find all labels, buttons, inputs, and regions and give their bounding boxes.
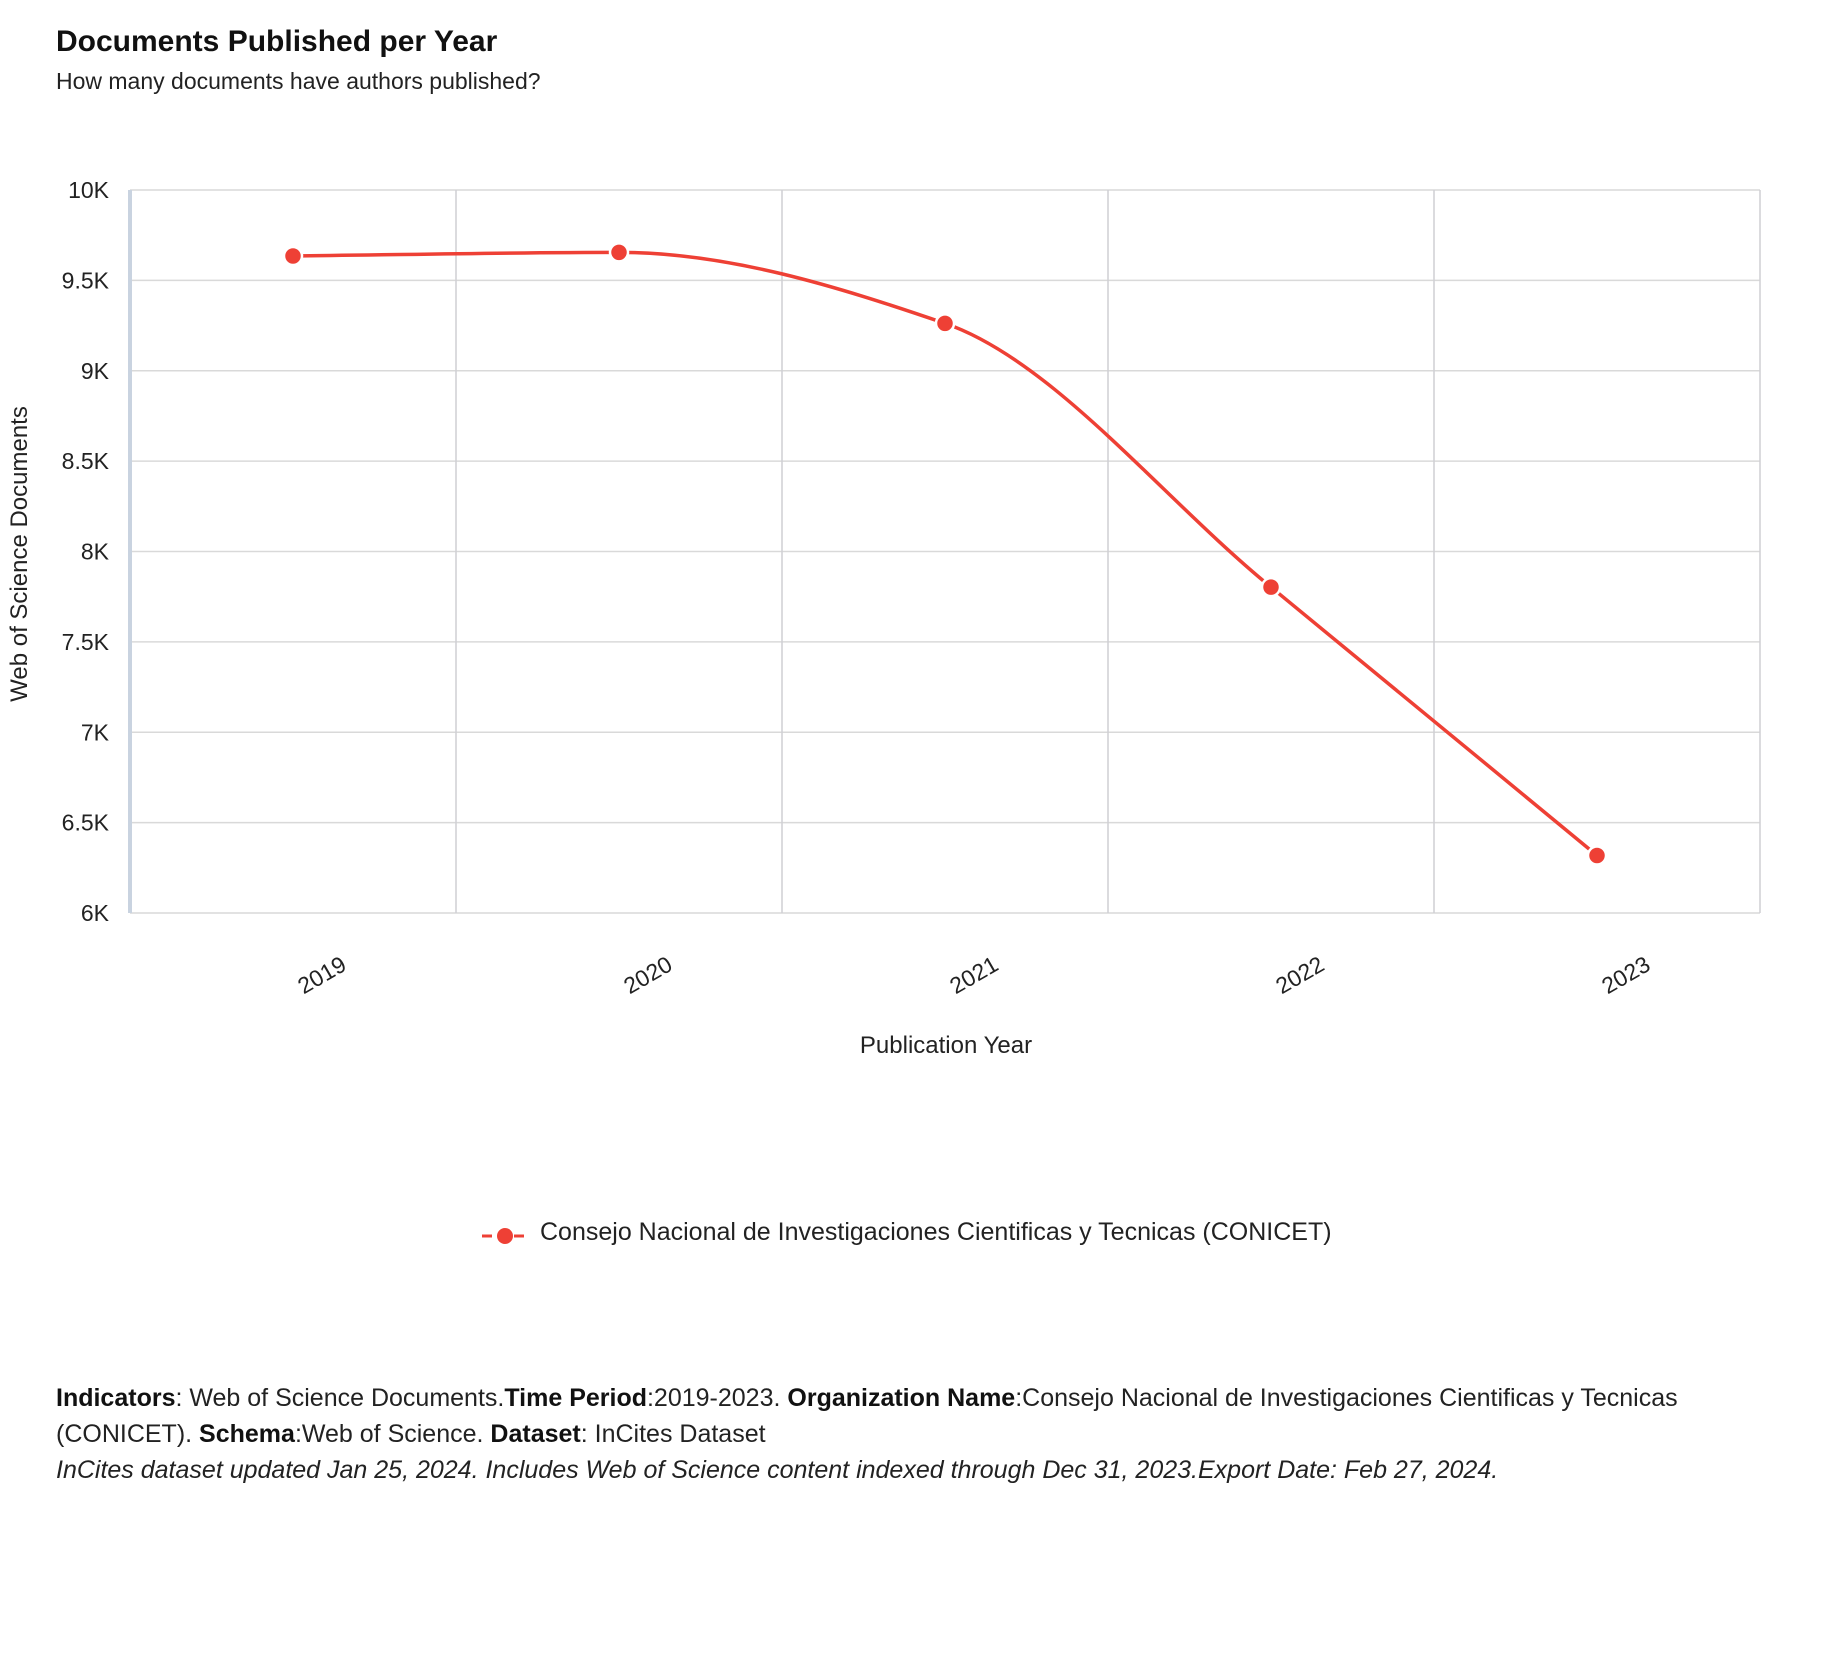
footer-value-dataset: : InCites Dataset <box>580 1420 766 1448</box>
footer-indicators: Indicators: Web of Science Documents.Tim… <box>56 1380 1756 1452</box>
footer-key-schema: Schema <box>199 1420 295 1448</box>
x-tick-label: 2020 <box>619 951 676 999</box>
footer-value-organization: :Consejo Nacional de Investigaciones Cie… <box>56 1384 1678 1448</box>
y-tick-label: 8.5K <box>62 448 110 474</box>
footer-value-schema: :Web of Science. <box>294 1420 491 1448</box>
data-point <box>934 313 956 334</box>
x-axis-ticks: 2019 2020 2021 2022 2023 <box>293 951 1654 999</box>
grid <box>128 189 1761 914</box>
footer-value-indicators: : Web of Science Documents. <box>175 1384 505 1412</box>
x-tick-label: 2021 <box>945 951 1002 999</box>
x-tick-label: 2019 <box>293 951 350 999</box>
data-point <box>608 242 630 263</box>
legend[interactable]: Consejo Nacional de Investigaciones Cien… <box>482 1218 1332 1246</box>
x-tick-label: 2023 <box>1597 951 1654 999</box>
footer-key-organization: Organization Name <box>787 1384 1016 1412</box>
footer-key-dataset: Dataset <box>490 1420 581 1448</box>
y-axis-ticks: 6K 6.5K 7K 7.5K 8K 8.5K 9K 9.5K 10K <box>62 177 110 926</box>
chart-subtitle: How many documents have authors publishe… <box>56 68 541 94</box>
footer-key-time-period: Time Period <box>504 1384 647 1412</box>
data-point <box>1260 576 1282 598</box>
legend-label: Consejo Nacional de Investigaciones Cien… <box>540 1218 1332 1246</box>
series-line <box>292 250 1599 857</box>
x-tick-label: 2022 <box>1271 951 1328 999</box>
data-point <box>1586 845 1608 866</box>
y-tick-label: 6.5K <box>62 810 110 836</box>
footer-value-time-period: :2019-2023. <box>646 1384 788 1412</box>
y-tick-label: 10K <box>68 177 110 203</box>
y-tick-label: 6K <box>81 900 110 926</box>
y-tick-label: 9.5K <box>62 267 110 293</box>
y-axis-label: Web of Science Documents <box>6 406 33 702</box>
footer-note: InCites dataset updated Jan 25, 2024. In… <box>56 1456 1499 1484</box>
legend-marker-icon <box>497 1228 513 1244</box>
footer-metadata: Indicators: Web of Science Documents.Tim… <box>56 1380 1756 1488</box>
chart-title: Documents Published per Year <box>56 25 498 58</box>
y-tick-label: 8K <box>81 539 110 565</box>
y-tick-label: 7.5K <box>62 629 110 655</box>
footer-key-indicators: Indicators <box>56 1384 176 1412</box>
x-axis-label: Publication Year <box>860 1032 1032 1059</box>
series-layer <box>282 242 1608 866</box>
data-point <box>282 245 304 267</box>
y-tick-label: 7K <box>81 719 110 745</box>
y-tick-label: 9K <box>81 358 110 384</box>
